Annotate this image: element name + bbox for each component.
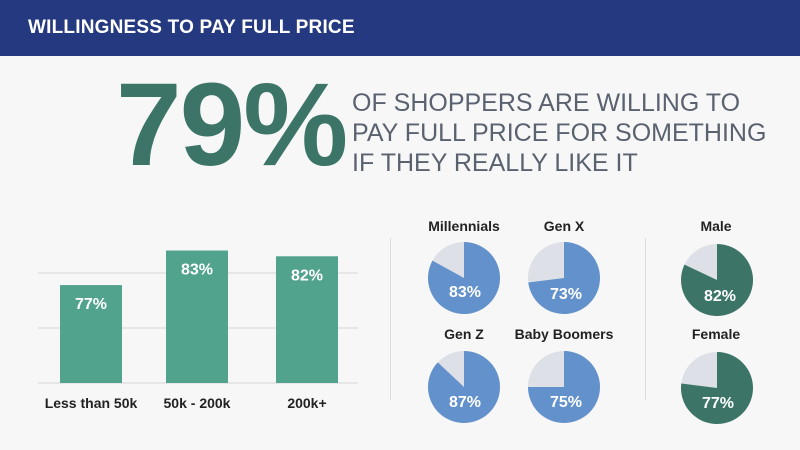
pie-value-slice — [528, 242, 600, 314]
pie-value-slice — [681, 244, 753, 316]
bar-2 — [276, 256, 338, 383]
hero-line-2: PAY FULL PRICE FOR SOMETHING — [352, 119, 767, 147]
pie-value-genz: 87% — [448, 394, 482, 411]
hero-line-3: IF THEY REALLY LIKE IT — [352, 149, 638, 177]
bar-value-label-2: 82% — [291, 267, 323, 284]
x-tick-label-2: 200k+ — [287, 395, 326, 411]
pie-male — [681, 244, 753, 316]
pie-millennials — [428, 242, 500, 314]
pie-value-boomers: 75% — [549, 394, 583, 411]
pie-value-slice — [681, 352, 753, 424]
pie-title-genz: Gen Z — [444, 326, 484, 342]
divider-left — [390, 238, 391, 400]
pie-genz — [428, 351, 500, 423]
pie-value-millennials: 83% — [448, 284, 482, 301]
pie-value-slice — [528, 351, 600, 423]
pie-value-slice — [428, 351, 500, 423]
pie-title-millennials: Millennials — [428, 218, 500, 234]
pie-genx — [528, 242, 600, 314]
header-bar: WILLINGNESS TO PAY FULL PRICE — [0, 0, 800, 56]
x-tick-label-1: 50k - 200k — [164, 395, 231, 411]
pie-boomers — [528, 351, 600, 423]
hero-description: OF SHOPPERS ARE WILLING TO PAY FULL PRIC… — [352, 88, 766, 178]
pie-value-female: 77% — [701, 395, 735, 412]
pie-value-genx: 73% — [549, 286, 583, 303]
pie-title-female: Female — [691, 326, 741, 342]
bar-1 — [166, 250, 228, 383]
bar-0 — [60, 285, 122, 383]
income-bar-chart: 77% Less than 50k 83% 50k - 200k 82% 200k+ — [38, 250, 358, 411]
pie-female — [681, 352, 753, 424]
pie-title-genx: Gen X — [543, 218, 585, 234]
pie-value-male: 82% — [703, 288, 737, 305]
bar-value-label-1: 83% — [181, 262, 213, 279]
bar-value-label-0: 77% — [75, 296, 107, 313]
x-tick-label-0: Less than 50k — [45, 395, 138, 411]
pie-title-male: Male — [700, 218, 732, 234]
pie-value-slice — [428, 242, 500, 314]
page-title: WILLINGNESS TO PAY FULL PRICE — [28, 17, 355, 38]
pie-title-boomers: Baby Boomers — [514, 326, 614, 342]
hero-stat: 79% — [116, 59, 348, 191]
divider-right — [645, 238, 646, 400]
hero-line-1: OF SHOPPERS ARE WILLING TO — [352, 89, 741, 117]
